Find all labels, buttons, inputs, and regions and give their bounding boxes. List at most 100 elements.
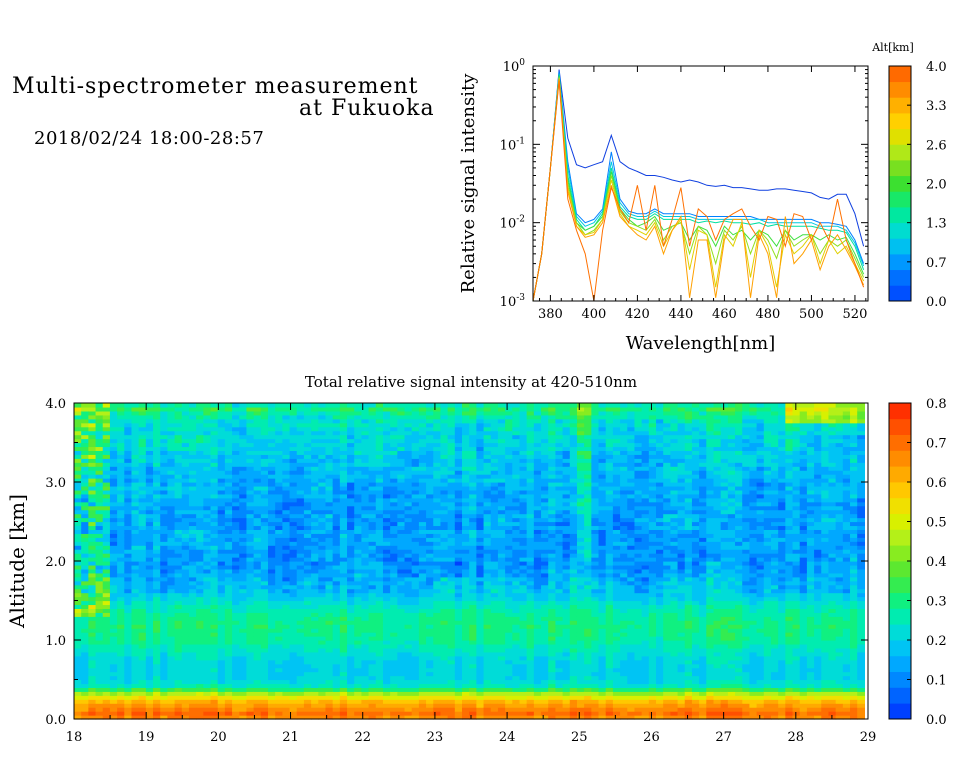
heatmap-cell xyxy=(490,628,499,633)
spectrum-colorbar-tick-label: 4.0 xyxy=(926,60,947,75)
heatmap-cell xyxy=(102,675,111,681)
heatmap-cell xyxy=(296,509,305,515)
heatmap-cell xyxy=(339,711,348,716)
heatmap-cell xyxy=(433,640,442,645)
heatmap-cell xyxy=(411,418,420,424)
heatmap-cell xyxy=(490,711,499,716)
heatmap-cell xyxy=(490,533,499,538)
heatmap-cell xyxy=(354,549,363,554)
heatmap-cell xyxy=(188,466,197,471)
heatmap-cell xyxy=(117,485,125,491)
heatmap-cell xyxy=(253,608,262,613)
heatmap-cell xyxy=(167,679,176,685)
heatmap-cell xyxy=(382,576,391,582)
heatmap-cell xyxy=(447,612,456,617)
heatmap-cell xyxy=(289,430,298,436)
heatmap-cell xyxy=(296,691,305,696)
heatmap-cell xyxy=(224,636,233,641)
heatmap-cell xyxy=(411,525,420,530)
heatmap-cell xyxy=(246,624,255,629)
heatmap-cell xyxy=(497,572,506,578)
heatmap-cell xyxy=(462,482,470,487)
heatmap-cell xyxy=(239,482,248,487)
heatmap-cell xyxy=(476,640,485,645)
heatmap-cell xyxy=(210,699,219,704)
heatmap-cell xyxy=(476,651,485,657)
heatmap-cell xyxy=(332,553,341,558)
heatmap-cell xyxy=(160,557,169,562)
heatmap-cell xyxy=(497,406,506,412)
heatmap-cell xyxy=(361,572,370,578)
heatmap-cell xyxy=(469,485,477,491)
heatmap-cell xyxy=(217,426,226,432)
heatmap-cell xyxy=(303,636,312,641)
heatmap-cell xyxy=(167,703,176,708)
heatmap-cell xyxy=(117,410,125,416)
heatmap-cell xyxy=(167,474,176,479)
heatmap-cell xyxy=(426,470,434,475)
heatmap-cell xyxy=(275,616,283,621)
heatmap-cell xyxy=(188,462,197,467)
heatmap-cell xyxy=(361,557,370,562)
heatmap-cell xyxy=(411,572,420,578)
heatmap-cell xyxy=(368,549,377,554)
heatmap-cell xyxy=(196,703,204,708)
heatmap-cell xyxy=(153,576,161,582)
heatmap-cell xyxy=(131,418,140,424)
heatmap-cell xyxy=(153,541,161,546)
heatmap-cell xyxy=(483,643,492,649)
heatmap-cell xyxy=(382,568,391,574)
heatmap-cell xyxy=(196,655,204,661)
heatmap-cell xyxy=(210,640,219,645)
heatmap-cell xyxy=(81,687,89,692)
heatmap-cell xyxy=(188,513,197,519)
heatmap-cell xyxy=(411,426,420,432)
heatmap-cell xyxy=(318,624,327,629)
heatmap-cell xyxy=(497,636,506,641)
heatmap-cell xyxy=(354,509,363,515)
heatmap-cell xyxy=(239,434,248,440)
heatmap-cell xyxy=(447,557,456,562)
heatmap-cell xyxy=(210,707,219,712)
heatmap-cell xyxy=(361,655,370,661)
heatmap-cell xyxy=(109,663,118,669)
heatmap-cell xyxy=(232,545,240,550)
spectrum-series-line-6 xyxy=(533,78,865,301)
heatmap-cell xyxy=(253,711,262,716)
heatmap-cell xyxy=(454,580,463,586)
heatmap-cell xyxy=(303,533,312,538)
heatmap-cell xyxy=(411,580,420,586)
heatmap-cell xyxy=(433,588,442,594)
heatmap-cell xyxy=(131,695,140,700)
heatmap-cell xyxy=(74,715,82,720)
heatmap-cell xyxy=(303,545,312,550)
heatmap-cell xyxy=(454,485,463,491)
heatmap-cell xyxy=(203,525,212,530)
heatmap-cell xyxy=(260,517,269,523)
heatmap-cell xyxy=(296,572,305,578)
heatmap-cell xyxy=(347,450,355,455)
heatmap-cell xyxy=(196,691,204,696)
heatmap-cell xyxy=(117,580,125,586)
heatmap-cell xyxy=(426,667,434,673)
heatmap-cell xyxy=(138,485,147,491)
heatmap-cell xyxy=(325,588,334,594)
spectrum-altitude-colorbar: Alt[km]4.03.32.62.01.30.70.0 xyxy=(871,41,946,310)
heatmap-cell xyxy=(88,454,97,459)
heatmap-cell xyxy=(418,632,427,637)
heatmap-cell xyxy=(311,537,319,542)
heatmap-cell xyxy=(462,462,470,467)
heatmap-cell xyxy=(131,584,140,590)
heatmap-cell xyxy=(246,715,255,720)
heatmap-cell xyxy=(282,517,291,523)
heatmap-cell xyxy=(411,517,420,523)
heatmap-cell xyxy=(131,406,140,412)
heatmap-cell xyxy=(361,434,370,440)
heatmap-cell xyxy=(325,636,334,641)
heatmap-cell xyxy=(311,403,319,408)
heatmap-cell xyxy=(95,636,104,641)
heatmap-cell xyxy=(203,501,212,507)
heatmap-cell xyxy=(390,466,398,471)
heatmap-cell xyxy=(397,596,406,602)
heatmap-cell xyxy=(289,426,298,432)
